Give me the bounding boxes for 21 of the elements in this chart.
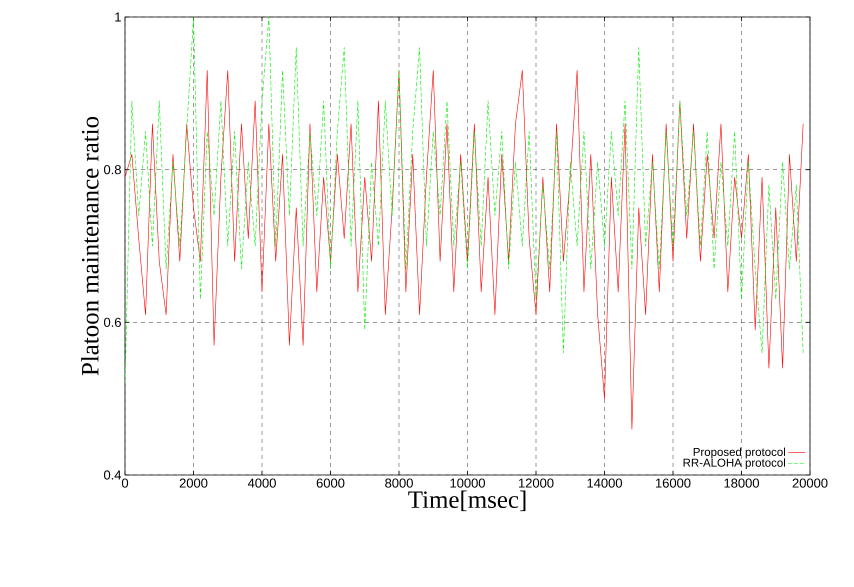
- x-tick-label: 0: [122, 478, 128, 488]
- line-series: [125, 70, 804, 430]
- x-tick-label: 6000: [316, 478, 344, 488]
- y-tick-label: 0.6: [104, 318, 121, 327]
- x-tick-label: 4000: [248, 478, 276, 488]
- x-tick-label: 20000: [792, 478, 828, 488]
- y-tick-label: 0.8: [104, 165, 121, 174]
- x-tick-label: 18000: [724, 478, 760, 488]
- y-axis-title: Platoon maintenance ratio: [81, 116, 99, 376]
- x-tick-label: 14000: [587, 478, 622, 488]
- x-tick-label: 2000: [180, 478, 208, 488]
- x-axis-title: Time[msec]: [408, 490, 526, 512]
- x-tick-label: 10000: [450, 478, 486, 488]
- x-tick-label: 12000: [518, 478, 554, 488]
- x-tick-label: 8000: [385, 478, 413, 488]
- x-tick-label: 16000: [656, 478, 691, 488]
- legend-label: RR-ALOHA protocol: [684, 458, 785, 470]
- line-series: [125, 16, 804, 384]
- legend-label: Proposed protocol: [694, 448, 785, 458]
- y-tick-label: 0.4: [104, 470, 122, 480]
- y-tick-label: 1: [115, 12, 121, 22]
